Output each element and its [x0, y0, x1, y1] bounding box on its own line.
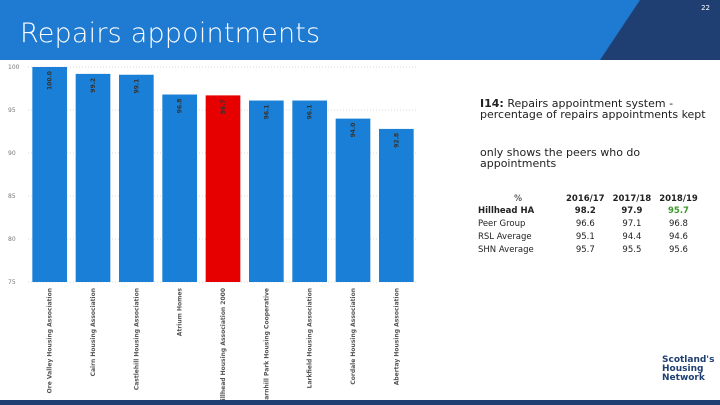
value-label: 96.7	[220, 99, 227, 114]
header-cell: 2016/17	[566, 194, 605, 204]
cell: SHN Average	[478, 244, 534, 255]
x-tick-label: Barnhill Park Housing Cooperative	[263, 288, 270, 404]
cell: Peer Group	[478, 218, 526, 229]
bar	[205, 95, 241, 282]
bar	[75, 73, 111, 282]
cell: Hillhead HA	[478, 205, 535, 216]
cell: 95.7	[575, 244, 595, 255]
value-label: 100.0	[47, 71, 54, 90]
indicator-text: Repairs appointment system - percentage …	[480, 97, 706, 121]
header-cell: 2018/19	[659, 194, 698, 204]
corner-shape	[600, 0, 720, 60]
x-tick-label: Abertay Housing Association	[393, 288, 400, 385]
indicator-code: I14:	[480, 97, 504, 110]
y-tick-label: 75	[8, 279, 16, 286]
bar	[119, 74, 154, 283]
bar	[162, 94, 197, 283]
value-label: 96.8	[177, 99, 184, 114]
cell: 97.9	[621, 205, 643, 216]
table-row: RSL Average 95.1 94.4 94.6	[474, 230, 702, 243]
bar	[335, 118, 371, 282]
cell: RSL Average	[478, 231, 532, 242]
table-row: Peer Group 96.6 97.1 96.8	[474, 217, 702, 230]
cell: 96.8	[669, 218, 688, 229]
cell: 97.1	[622, 218, 642, 229]
table-row: SHN Average 95.7 95.5 95.6	[474, 243, 702, 256]
title-gap	[0, 60, 720, 64]
header-cell: %	[513, 194, 523, 204]
cell: 95.5	[622, 244, 642, 255]
footer-bar	[0, 400, 720, 405]
y-tick-label: 100	[8, 64, 20, 71]
bar	[379, 128, 414, 282]
title-band	[0, 0, 720, 60]
bar	[292, 100, 327, 282]
logo: Scotland's Housing Network	[662, 355, 715, 383]
y-tick-label: 90	[8, 150, 16, 157]
x-tick-label: Atrium Homes	[177, 288, 184, 337]
table-header: % 2016/17 2017/18 2018/19	[474, 194, 702, 204]
value-label: 92.8	[393, 133, 400, 148]
cell: 94.6	[669, 231, 688, 242]
table: % 2016/17 2017/18 2018/19 Hillhead HA 98…	[474, 194, 702, 256]
cell: 94.4	[622, 231, 642, 242]
cell: 96.6	[575, 218, 595, 229]
x-tick-label: Cairn Housing Association	[90, 288, 97, 376]
cell: 95.6	[669, 244, 688, 255]
cell: 98.2	[574, 205, 596, 216]
note: only shows the peers who do appointments	[480, 146, 641, 170]
value-label: 96.1	[263, 105, 270, 120]
x-tick-label: Hillhead Housing Association 2000	[220, 288, 227, 405]
value-label: 99.1	[133, 79, 140, 94]
slide-title: Repairs appointments	[20, 18, 321, 49]
y-tick-label: 95	[8, 107, 16, 114]
value-label: 94.0	[350, 123, 357, 138]
cell: 95.1	[575, 231, 595, 242]
y-tick-label: 80	[8, 236, 16, 243]
bar	[32, 67, 67, 282]
value-label: 96.1	[307, 105, 314, 120]
indicator: I14: Repairs appointment system - percen…	[480, 98, 710, 120]
x-tick-label: Castlehill Housing Association	[133, 288, 140, 390]
bar	[249, 100, 284, 282]
x-tick-label: Ore Valley Housing Association	[47, 288, 54, 393]
value-label: 99.2	[90, 78, 97, 93]
header-cell: 2017/18	[612, 194, 652, 204]
table-row: Hillhead HA 98.2 97.9 95.7	[474, 204, 702, 217]
page-number: 22	[701, 4, 710, 12]
y-tick-label: 85	[8, 193, 16, 200]
cell: 95.7	[667, 205, 689, 216]
x-tick-label: Cordale Housing Association	[350, 288, 357, 385]
x-tick-label: Larkfield Housing Association	[307, 288, 314, 388]
